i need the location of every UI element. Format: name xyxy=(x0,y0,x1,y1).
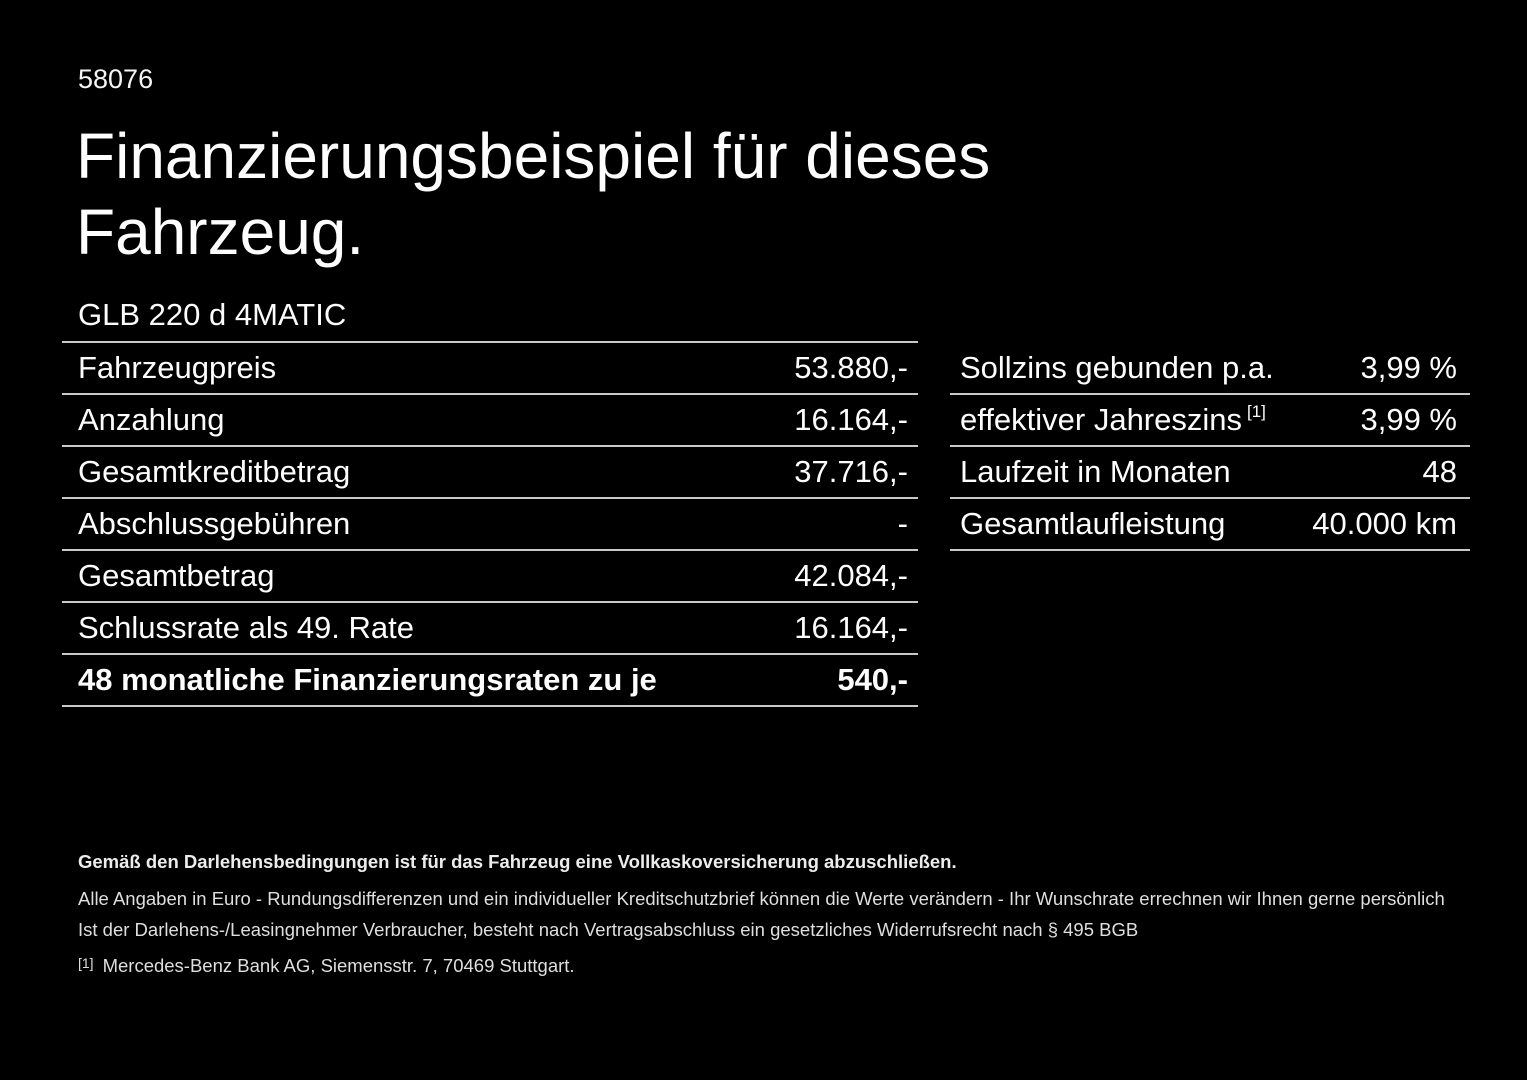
footnote-marker: [1] xyxy=(78,955,94,971)
finance-row-value: 16.164,- xyxy=(794,610,908,645)
condition-row-label: effektiver Jahreszins [1] xyxy=(960,402,1266,438)
withdrawal-right-note: Ist der Darlehens-/Leasingnehmer Verbrau… xyxy=(78,919,1139,940)
euro-rounding-note: Alle Angaben in Euro - Rundungsdifferenz… xyxy=(78,888,1445,909)
page-title: Finanzierungsbeispiel für dieses Fahrzeu… xyxy=(76,118,990,270)
finance-row-value: 16.164,- xyxy=(794,402,908,437)
finance-row-label: Schlussrate als 49. Rate xyxy=(78,610,415,645)
finance-row-label: Gesamtbetrag xyxy=(78,558,275,593)
finance-row-value: 37.716,- xyxy=(794,454,908,489)
footer-legal-text: Gemäß den Darlehensbedingungen ist für d… xyxy=(78,851,1508,977)
condition-row-effektiver-jahreszins: effektiver Jahreszins [1] 3,99 % xyxy=(950,395,1470,447)
finance-row-value: 540,- xyxy=(837,662,908,697)
condition-row-sollzins: Sollzins gebunden p.a. 3,99 % xyxy=(950,343,1470,395)
condition-row-label: Sollzins gebunden p.a. xyxy=(960,350,1274,385)
condition-row-gesamtlaufleistung: Gesamtlaufleistung 40.000 km xyxy=(950,499,1470,551)
condition-row-label-text: effektiver Jahreszins xyxy=(960,402,1242,437)
finance-row-abschlussgebuehren: Abschlussgebühren - xyxy=(62,499,918,551)
footnote-ref-sup: [1] xyxy=(1247,402,1266,421)
finance-row-gesamtbetrag: Gesamtbetrag 42.084,- xyxy=(62,551,918,603)
finance-row-value: 53.880,- xyxy=(794,350,908,385)
condition-row-value: 3,99 % xyxy=(1360,402,1457,437)
finance-table: Fahrzeugpreis 53.880,- Anzahlung 16.164,… xyxy=(62,341,918,707)
finance-row-label: Gesamtkreditbetrag xyxy=(78,454,351,489)
condition-row-laufzeit: Laufzeit in Monaten 48 xyxy=(950,447,1470,499)
finance-row-gesamtkreditbetrag: Gesamtkreditbetrag 37.716,- xyxy=(62,447,918,499)
condition-row-value: 3,99 % xyxy=(1360,350,1457,385)
finance-row-fahrzeugpreis: Fahrzeugpreis 53.880,- xyxy=(62,343,918,395)
finance-row-label: Anzahlung xyxy=(78,402,225,437)
condition-row-value: 40.000 km xyxy=(1312,506,1457,541)
conditions-table: Sollzins gebunden p.a. 3,99 % effektiver… xyxy=(950,343,1470,551)
finance-row-label: Fahrzeugpreis xyxy=(78,350,277,385)
footnote-text: Mercedes-Benz Bank AG, Siemensstr. 7, 70… xyxy=(102,955,575,976)
condition-row-value: 48 xyxy=(1422,454,1457,489)
finance-row-label: 48 monatliche Finanzierungsraten zu je xyxy=(78,662,657,697)
finance-row-monthly-rate: 48 monatliche Finanzierungsraten zu je 5… xyxy=(62,655,918,707)
document-number: 58076 xyxy=(78,64,154,94)
finance-row-value: 42.084,- xyxy=(794,558,908,593)
condition-row-label: Gesamtlaufleistung xyxy=(960,506,1226,541)
finance-row-label: Abschlussgebühren xyxy=(78,506,351,541)
page-title-line2: Fahrzeug. xyxy=(76,196,365,268)
insurance-note: Gemäß den Darlehensbedingungen ist für d… xyxy=(78,851,957,872)
finance-row-anzahlung: Anzahlung 16.164,- xyxy=(62,395,918,447)
finance-row-schlussrate: Schlussrate als 49. Rate 16.164,- xyxy=(62,603,918,655)
page-title-line1: Finanzierungsbeispiel für dieses xyxy=(76,120,991,192)
finance-row-value: - xyxy=(897,506,908,541)
vehicle-model: GLB 220 d 4MATIC xyxy=(78,297,347,332)
footnote: [1] Mercedes-Benz Bank AG, Siemensstr. 7,… xyxy=(78,955,1508,977)
condition-row-label: Laufzeit in Monaten xyxy=(960,454,1231,489)
